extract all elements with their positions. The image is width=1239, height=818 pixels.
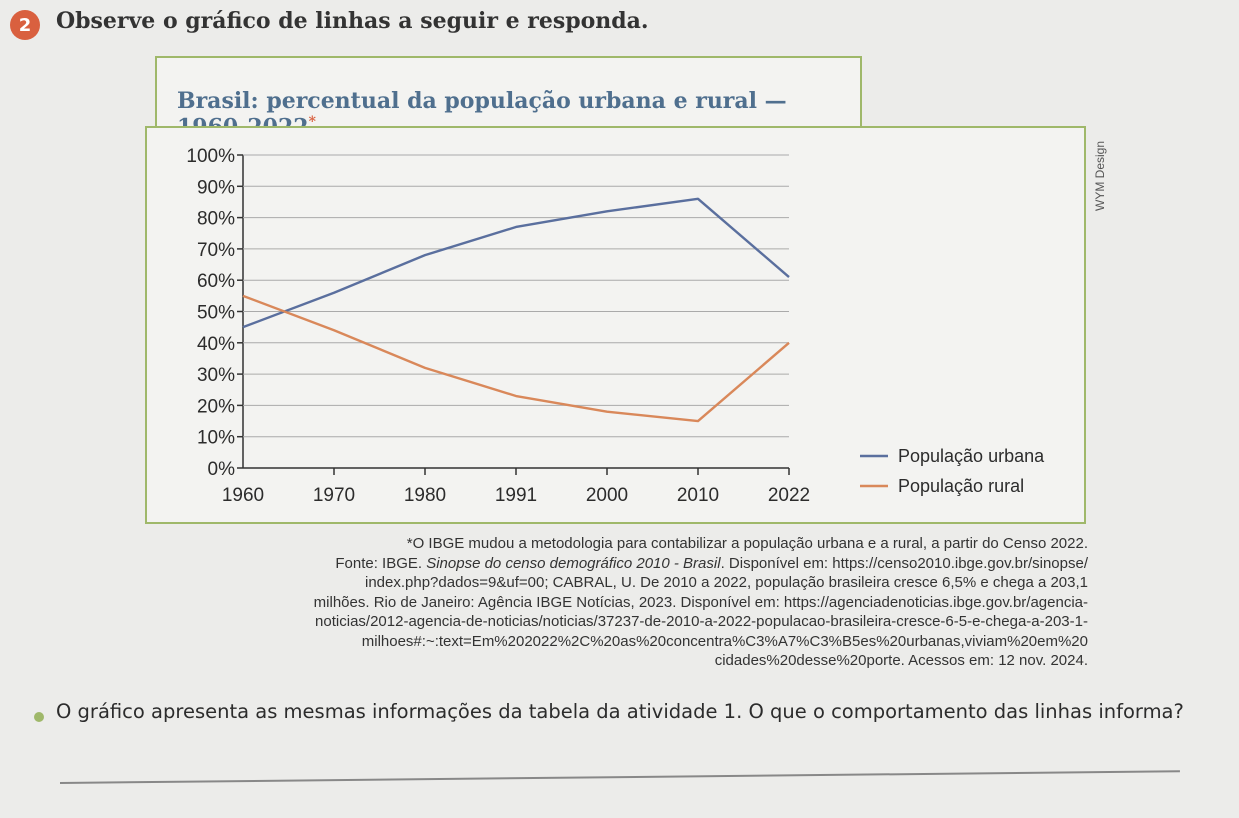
legend-label: População urbana — [898, 446, 1045, 466]
chart-title-mark: * — [308, 114, 316, 130]
x-tick-label: 1991 — [495, 485, 537, 506]
y-tick-label: 90% — [197, 177, 235, 198]
bullet-icon — [34, 712, 44, 722]
source-footnote: *O IBGE mudou a metodologia para contabi… — [150, 534, 1088, 671]
chart-title-box: Brasil: percentual da população urbana e… — [155, 56, 862, 140]
footnote-line: noticias/2012-agencia-de-noticias/notici… — [315, 613, 1088, 630]
footnote-line: *O IBGE mudou a metodologia para contabi… — [406, 535, 1088, 552]
y-tick-label: 50% — [197, 303, 235, 324]
chart-frame — [145, 126, 1086, 524]
question-text: Observe o gráfico de linhas a seguir e r… — [56, 8, 649, 34]
y-tick-label: 10% — [197, 428, 235, 449]
y-tick-label: 40% — [197, 334, 235, 355]
x-tick-label: 2010 — [677, 485, 719, 506]
legend-label: População rural — [898, 476, 1024, 496]
y-tick-label: 70% — [197, 240, 235, 261]
y-tick-label: 20% — [197, 396, 235, 417]
footnote-line: milhões. Rio de Janeiro: Agência IBGE No… — [313, 593, 1088, 611]
question-number-badge: 2 — [10, 10, 40, 40]
footnote-line: milhoes#:~:text=Em%202022%2C%20as%20conc… — [361, 632, 1088, 650]
y-tick-label: 0% — [208, 459, 236, 480]
x-tick-label: 2000 — [586, 485, 628, 506]
y-tick-label: 80% — [197, 209, 235, 230]
x-tick-label: 1970 — [313, 485, 355, 506]
question-prompt: O gráfico apresenta as mesmas informaçõe… — [56, 700, 1184, 723]
footnote-line: cidades%20desse%20porte. Acessos em: 12 … — [714, 652, 1088, 669]
y-tick-label: 30% — [197, 365, 235, 386]
x-tick-label: 1960 — [222, 485, 264, 506]
x-tick-label: 1980 — [404, 485, 446, 506]
footnote-line: index.php?dados=9&uf=00; CABRAL, U. De 2… — [365, 574, 1088, 591]
y-tick-label: 60% — [197, 271, 235, 292]
series-line-rural — [242, 294, 790, 423]
x-tick-label: 2022 — [768, 485, 810, 506]
footnote-line: Fonte: IBGE. Sinopse do censo demográfic… — [335, 554, 1088, 572]
y-tick-label: 100% — [186, 146, 235, 167]
